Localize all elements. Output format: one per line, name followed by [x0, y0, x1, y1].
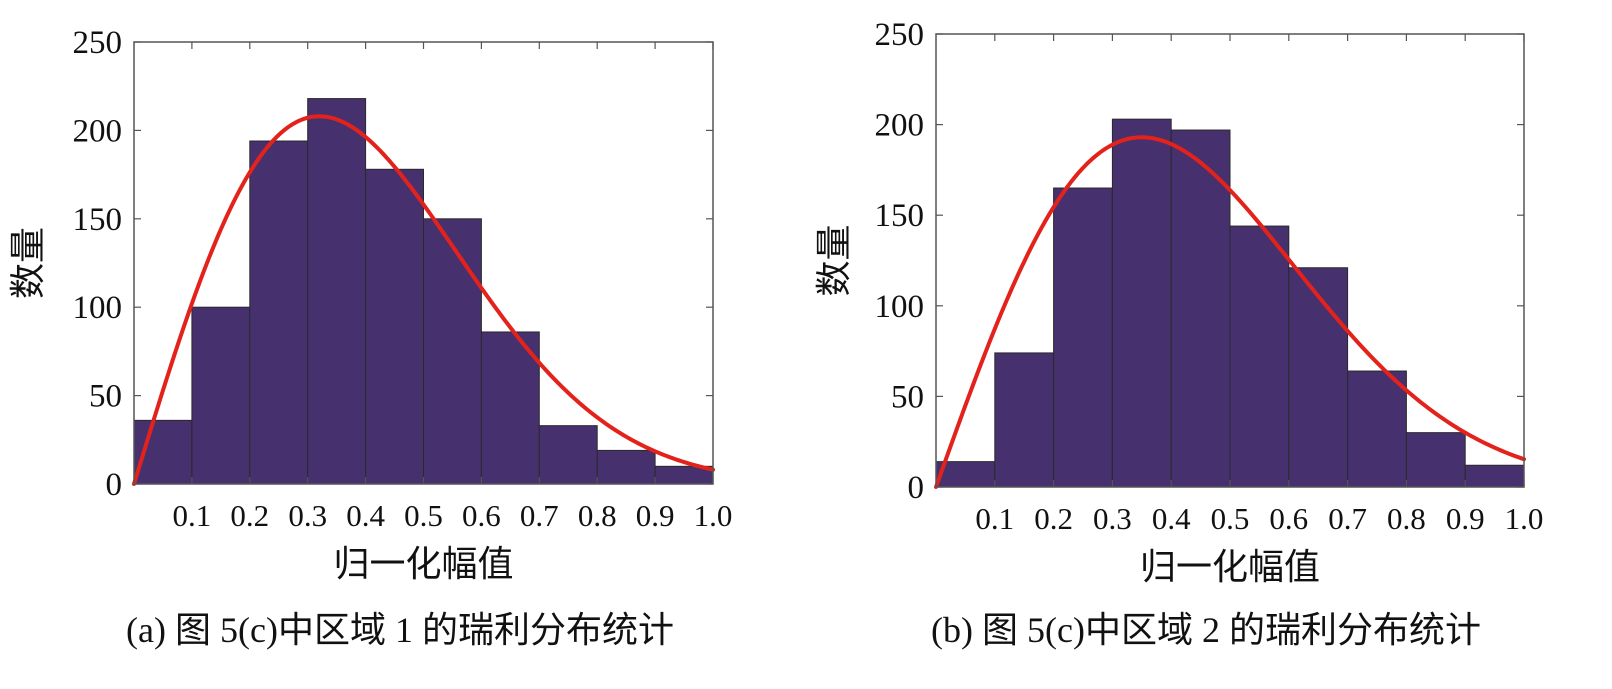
histogram-bar-a-7 — [538, 425, 598, 485]
histogram-bar-b-8 — [1405, 432, 1466, 488]
x-tick-label-b-5: 0.6 — [1269, 501, 1308, 536]
rayleigh-fit-curve-b — [934, 135, 1526, 489]
y-tick-label-a-1: 50 — [89, 379, 122, 415]
histogram-bar-a-4 — [365, 168, 425, 485]
chart-caption-a: (a) 图 5(c)中区域 1 的瑞利分布统计 — [126, 610, 674, 650]
x-tick-label-a-3: 0.4 — [346, 498, 385, 533]
y-tick-label-b-3: 150 — [875, 198, 925, 234]
x-tick-label-b-2: 0.3 — [1093, 501, 1132, 536]
histogram-bar-b-2 — [1053, 187, 1113, 488]
x-tick-label-b-4: 0.5 — [1211, 501, 1250, 536]
y-tick-label-b-5: 250 — [875, 17, 925, 53]
histogram-bar-a-3 — [307, 98, 367, 485]
histogram-bar-b-3 — [1111, 118, 1172, 488]
histogram-bar-b-5 — [1229, 225, 1290, 488]
x-tick-label-b-8: 0.9 — [1446, 501, 1485, 536]
y-tick-label-b-4: 200 — [875, 108, 925, 144]
histogram-bar-b-1 — [994, 352, 1055, 488]
histogram-bar-a-6 — [480, 331, 540, 485]
histogram-bar-b-7 — [1347, 370, 1407, 488]
histogram-bar-a-1 — [191, 306, 251, 485]
x-tick-label-a-4: 0.5 — [404, 498, 443, 533]
histogram-chart-b: 0 50 100 150 200 250 0.1 0.2 0.3 0.4 0.5 0.6 0.7 0.8 0… — [814, 17, 1544, 650]
chart-caption-b: (b) 图 5(c)中区域 2 的瑞利分布统计 — [931, 610, 1481, 650]
y-tick-label-a-3: 150 — [73, 202, 123, 238]
x-axis-label-a: 归一化幅值 — [333, 544, 513, 584]
x-tick-label-a-2: 0.3 — [288, 498, 327, 533]
x-axis-label-b: 归一化幅值 — [1140, 547, 1320, 587]
histogram-bar-a-2 — [249, 140, 309, 485]
y-tick-label-a-2: 100 — [73, 290, 123, 326]
x-tick-label-b-6: 0.7 — [1328, 501, 1367, 536]
y-tick-label-b-2: 100 — [875, 289, 925, 325]
x-tick-label-a-5: 0.6 — [462, 498, 501, 533]
y-axis-label-b: 数量 — [814, 224, 854, 296]
x-tick-label-a-1: 0.2 — [230, 498, 269, 533]
x-tick-label-a-0: 0.1 — [173, 498, 212, 533]
x-tick-label-a-9: 1.0 — [694, 498, 733, 533]
x-tick-label-a-7: 0.8 — [578, 498, 617, 533]
x-tick-label-b-3: 0.4 — [1152, 501, 1191, 536]
histogram-bar-a-8 — [596, 449, 656, 485]
rayleigh-fit-curve-a — [132, 114, 715, 486]
y-axis-label-a: 数量 — [8, 227, 48, 299]
y-tick-label-b-1: 50 — [891, 379, 924, 415]
chart-panel-b: 0 50 100 150 200 250 0.1 0.2 0.3 0.4 0.5 0.6 0.7 0.8 0… — [806, 0, 1612, 689]
y-tick-label-a-0: 0 — [106, 467, 123, 503]
y-tick-label-b-0: 0 — [908, 470, 925, 506]
chart-panel-a: 0 50 100 150 200 250 0.1 0.2 0.3 0.4 0.5 0.6 0.7 0.8 0… — [8, 25, 733, 650]
x-tick-label-a-8: 0.9 — [636, 498, 675, 533]
histogram-bar-b-9 — [1464, 464, 1525, 488]
histogram-bar-b-4 — [1170, 129, 1231, 488]
x-tick-label-b-7: 0.8 — [1387, 501, 1426, 536]
x-tick-label-b-0: 0.1 — [975, 501, 1014, 536]
x-tick-label-a-6: 0.7 — [520, 498, 559, 533]
histogram-chart-a: 0 50 100 150 200 250 0.1 0.2 0.3 0.4 0.5 0.6 0.7 0.8 0… — [8, 25, 733, 650]
histogram-bar-a-5 — [423, 218, 482, 485]
histogram-bar-b-6 — [1288, 267, 1349, 488]
x-tick-label-b-9: 1.0 — [1505, 501, 1544, 536]
y-tick-label-a-4: 200 — [73, 113, 123, 149]
x-tick-label-b-1: 0.2 — [1034, 501, 1073, 536]
y-tick-label-a-5: 250 — [73, 25, 123, 61]
